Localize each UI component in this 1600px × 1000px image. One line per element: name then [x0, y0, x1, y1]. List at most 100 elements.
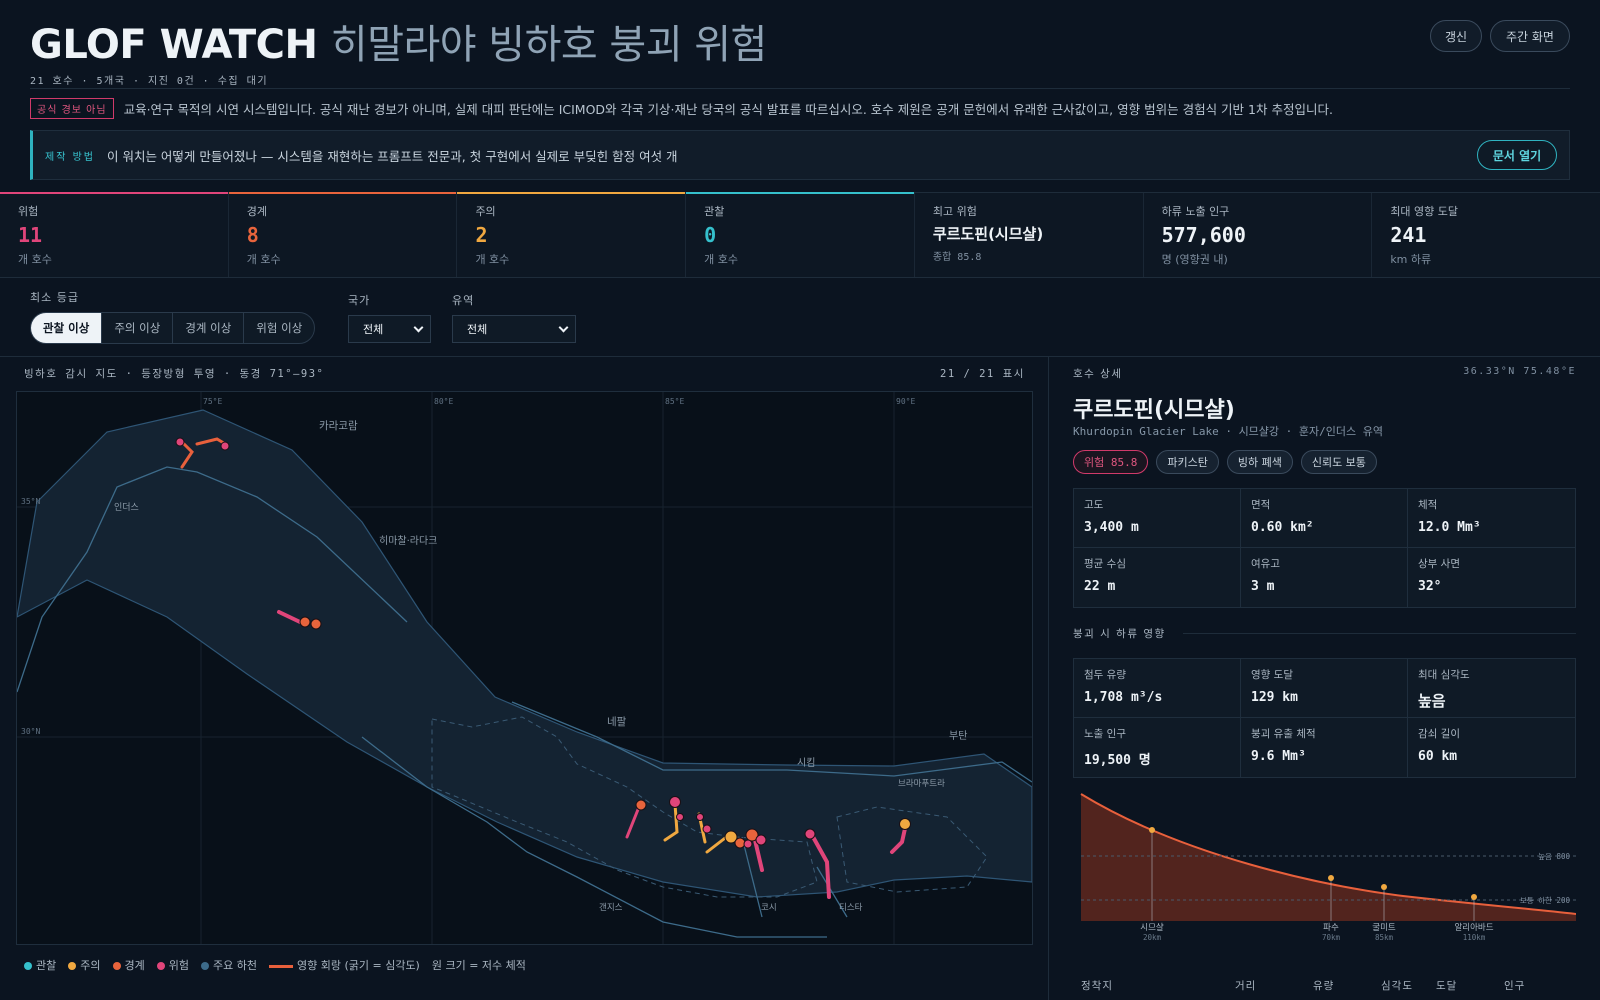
lake-marker[interactable]: [734, 837, 746, 849]
unofficial-tag: 공식 경보 아님: [30, 98, 114, 119]
lake-marker[interactable]: [635, 799, 647, 811]
stat-observe: 관찰 0 개 호수: [686, 192, 915, 277]
impact-value: 129 km: [1251, 690, 1298, 705]
stat-value: 8: [246, 223, 259, 247]
river-dot-icon: [201, 962, 209, 970]
impact-value: 높음: [1418, 692, 1446, 710]
lake-marker[interactable]: [310, 618, 322, 630]
grade-option-caution[interactable]: 주의 이상: [102, 313, 174, 343]
legend-river: 주요 하천: [201, 957, 257, 973]
map-header: 빙하호 감시 지도 · 등장방형 투영 · 동경 71°–93°: [24, 368, 325, 380]
region-label: 네팔: [607, 716, 627, 728]
basin-select-value: 전체: [467, 323, 488, 336]
grade-option-alert[interactable]: 경계 이상: [173, 313, 245, 343]
basin-select[interactable]: 전체: [452, 315, 576, 343]
legend-alert: 경계: [112, 957, 145, 973]
settlement-distance: 85km: [1375, 933, 1394, 942]
lon-label: 85°E: [665, 397, 684, 406]
risk-chip: 위험 85.8: [1073, 450, 1149, 474]
stat-value: 2: [475, 223, 488, 247]
grade-filter: 관찰 이상 주의 이상 경계 이상 위험 이상: [30, 312, 316, 344]
stat-sub: 종합 85.8: [932, 252, 982, 263]
impact-value: 9.6 Mm³: [1251, 749, 1306, 764]
observe-dot-icon: [24, 962, 32, 970]
stat-sub: 명 (영향권 내): [1161, 253, 1228, 266]
stat-label: 경계: [246, 205, 267, 218]
impact-corridor: [810, 833, 831, 899]
corridor-line-icon: [268, 964, 293, 968]
danger-dot-icon: [156, 962, 165, 970]
settlement-name: 파수: [1323, 923, 1339, 933]
glacier-lake-map[interactable]: 75°E 80°E 85°E 90°E 35°N 30°N 카라코람 인더스 히…: [16, 391, 1033, 945]
lake-marker[interactable]: [745, 828, 759, 842]
stat-label: 최대 영향 도달: [1390, 205, 1459, 218]
stat-label: 위험: [18, 205, 39, 218]
lake-marker[interactable]: [669, 796, 681, 808]
stat-label: 하류 노출 인구: [1161, 205, 1230, 218]
lake-marker[interactable]: [676, 813, 684, 821]
legend-label: 위험: [168, 959, 189, 972]
grade-option-danger[interactable]: 위험 이상: [256, 321, 303, 335]
stat-bar: [0, 192, 228, 194]
lake-marker[interactable]: [899, 818, 911, 830]
spec-value: 0.60 km²: [1251, 520, 1314, 535]
settlement-name: 시므샬: [1140, 922, 1164, 933]
chevron-down-icon: [413, 322, 424, 333]
impact-corridor: [753, 838, 764, 872]
rivers: [16, 466, 1033, 938]
spec-value: 3,400 m: [1084, 520, 1139, 535]
stat-bar: [457, 192, 686, 194]
bhutan-boundary: [836, 806, 988, 893]
refresh-button[interactable]: 갱신: [1430, 20, 1482, 52]
stat-max-reach: 최대 영향 도달 241 km 하류: [1372, 193, 1600, 277]
lake-name: 쿠르도핀(시므샬): [1073, 398, 1235, 423]
lake-tags: 위험 85.8 파키스탄 빙하 폐색 신뢰도 보통: [1073, 450, 1377, 474]
settlement-name: 굴미트: [1372, 923, 1396, 933]
legend-corridor: 영향 회랑 (굵기 = 심각도): [268, 957, 420, 973]
page-header: GLOF WATCH 히말라야 빙하호 붕괴 위험 21 호수 · 5개국 · …: [30, 12, 767, 87]
lake-marker[interactable]: [220, 441, 230, 451]
table-header-severity: 심각도: [1381, 980, 1413, 992]
settlement-marker: [1471, 894, 1477, 900]
stat-sub: km 하류: [1390, 253, 1432, 266]
impact-key: 첨두 유량: [1084, 669, 1126, 681]
stat-top-risk: 최고 위험 쿠르도핀(시므샬) 종합 85.8: [915, 193, 1144, 277]
detail-coordinates: 36.33°N 75.48°E: [1463, 366, 1576, 377]
flow-decay-curve: 높음 800 보통 하한 200 시므샬 파수 굴미트 알리아바드 20km 7…: [1080, 793, 1576, 942]
lake-marker[interactable]: [696, 813, 704, 821]
legend-label: 영향 회랑 (굵기 = 심각도): [296, 959, 420, 972]
alert-dot-icon: [112, 962, 121, 970]
legend-observe: 관찰: [24, 957, 56, 973]
table-header-flow: 유량: [1313, 980, 1335, 992]
lat-label: 30°N: [21, 727, 40, 736]
page-title: GLOF WATCH 히말라야 빙하호 붕괴 위험: [30, 12, 767, 70]
spec-key: 여유고: [1251, 558, 1280, 570]
grade-option-observe[interactable]: 관찰 이상: [31, 313, 103, 343]
region-label: 갠지스: [599, 903, 623, 913]
lake-marker[interactable]: [743, 839, 753, 849]
lake-marker[interactable]: [702, 824, 712, 834]
lake-marker[interactable]: [724, 830, 738, 844]
country-select[interactable]: 전체: [348, 315, 431, 343]
legend-label: 경계: [124, 959, 145, 972]
table-header-population: 인구: [1504, 980, 1526, 992]
table-header-distance: 거리: [1235, 980, 1257, 992]
title-en: GLOF WATCH: [30, 22, 318, 68]
open-doc-button[interactable]: 문서 열기: [1477, 140, 1557, 170]
disclaimer-text: 교육·연구 목적의 시연 시스템입니다. 공식 재난 경보가 아니며, 실제 대…: [123, 102, 1333, 117]
confidence-chip: 신뢰도 보통: [1300, 450, 1377, 474]
spec-cell: 상부 사면 32°: [1408, 548, 1575, 607]
daytime-view-button[interactable]: 주간 화면: [1490, 20, 1570, 52]
impact-corridor: [890, 822, 908, 854]
impact-value: 60 km: [1418, 749, 1458, 764]
table-header-arrival: 도달: [1436, 980, 1458, 992]
threshold-label: 보통 하한 200: [1520, 895, 1571, 905]
lake-marker[interactable]: [755, 834, 767, 846]
lake-marker[interactable]: [175, 437, 185, 447]
impact-key: 노출 인구: [1084, 728, 1126, 740]
lake-marker[interactable]: [804, 828, 816, 840]
impact-cell: 감쇠 길이 60 km: [1408, 718, 1575, 777]
impact-cell: 붕괴 유출 체적 9.6 Mm³: [1241, 718, 1408, 777]
divider: [30, 88, 1570, 89]
lake-marker[interactable]: [299, 616, 311, 628]
